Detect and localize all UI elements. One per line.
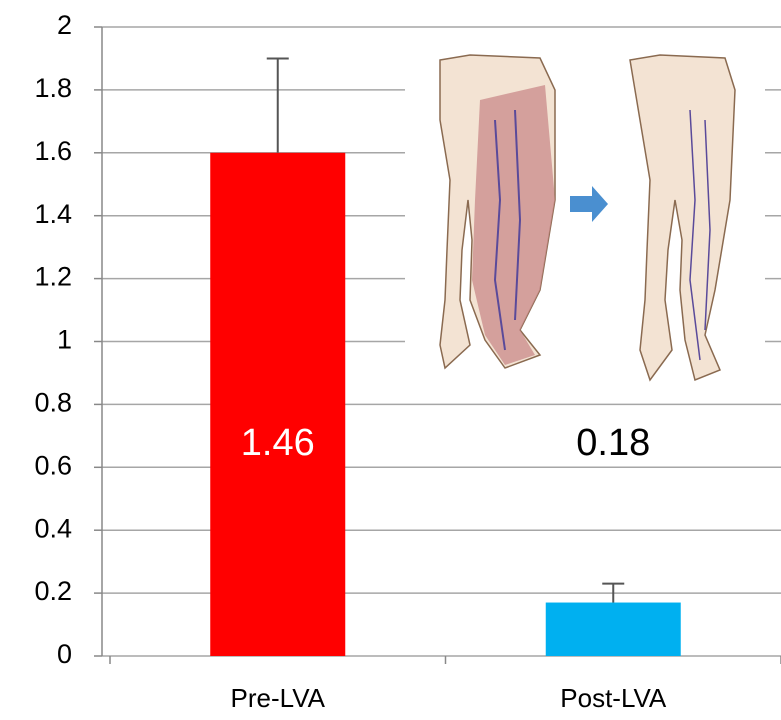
x-tick-label: Post-LVA [560, 683, 667, 713]
y-tick-label: 1 [57, 325, 72, 355]
annotation: 1.46 [241, 422, 315, 464]
y-tick-label: 0.2 [34, 576, 72, 606]
y-tick-label: 0 [57, 639, 72, 669]
y-tick-label: 1.8 [34, 73, 72, 103]
chart: 0 0.2 0.4 0.6 0.8 1 1.2 1.4 1.6 1.8 2 Pre-LVA 1.46 Po… [0, 0, 781, 720]
y-tick-label: 0.8 [34, 388, 72, 418]
y-tick-label: 0.4 [34, 513, 72, 543]
y-tick-label: 1.6 [34, 136, 72, 166]
y-tick-label: 2 [57, 10, 72, 40]
bar [546, 603, 681, 656]
page: 0 0.2 0.4 0.6 0.8 1 1.2 1.4 1.6 1.8 2 Pre-LVA 1.46 Po… [0, 0, 781, 720]
y-tick-label: 1.4 [34, 199, 72, 229]
x-tick-label: Pre-LVA [231, 683, 326, 713]
bar [210, 153, 345, 656]
y-tick-label: 1.2 [34, 262, 72, 292]
leg-illustration [405, 42, 765, 392]
y-tick-label: 0.6 [34, 450, 72, 480]
annotation: 0.18 [576, 422, 650, 464]
